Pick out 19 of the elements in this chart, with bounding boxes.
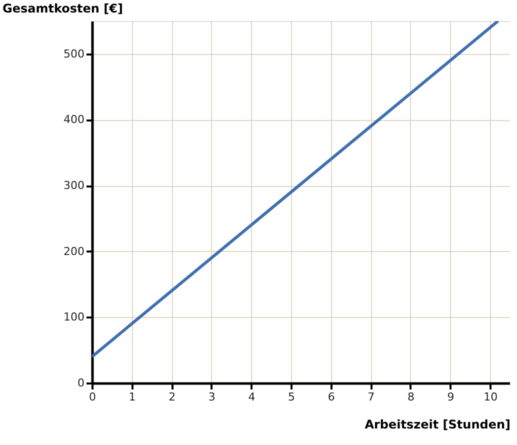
y-tick-label: 200 <box>64 244 84 258</box>
y-tick-label: 400 <box>64 113 84 126</box>
x-tick-label: 8 <box>407 390 414 404</box>
x-tick-label: 3 <box>208 390 216 404</box>
x-tick-label: 0 <box>89 390 96 404</box>
y-tick-label: 100 <box>64 310 84 324</box>
x-tick-label: 1 <box>128 390 136 404</box>
x-axis-title: Arbeitszeit [Stunden] <box>364 418 510 432</box>
x-tick-label: 5 <box>288 390 296 404</box>
y-tick-label: 300 <box>64 179 84 192</box>
x-tick-label: 7 <box>368 390 375 404</box>
y-tick-label: 0 <box>78 376 84 390</box>
y-tick-label: 500 <box>64 47 84 60</box>
x-tick-label: 9 <box>447 390 454 404</box>
x-tick-label: 10 <box>484 390 498 404</box>
x-tick-label: 6 <box>328 390 335 404</box>
y-axis-title: Gesamtkosten [€] <box>2 2 123 16</box>
x-tick-label: 4 <box>248 390 256 404</box>
x-tick-label: 2 <box>168 390 176 404</box>
